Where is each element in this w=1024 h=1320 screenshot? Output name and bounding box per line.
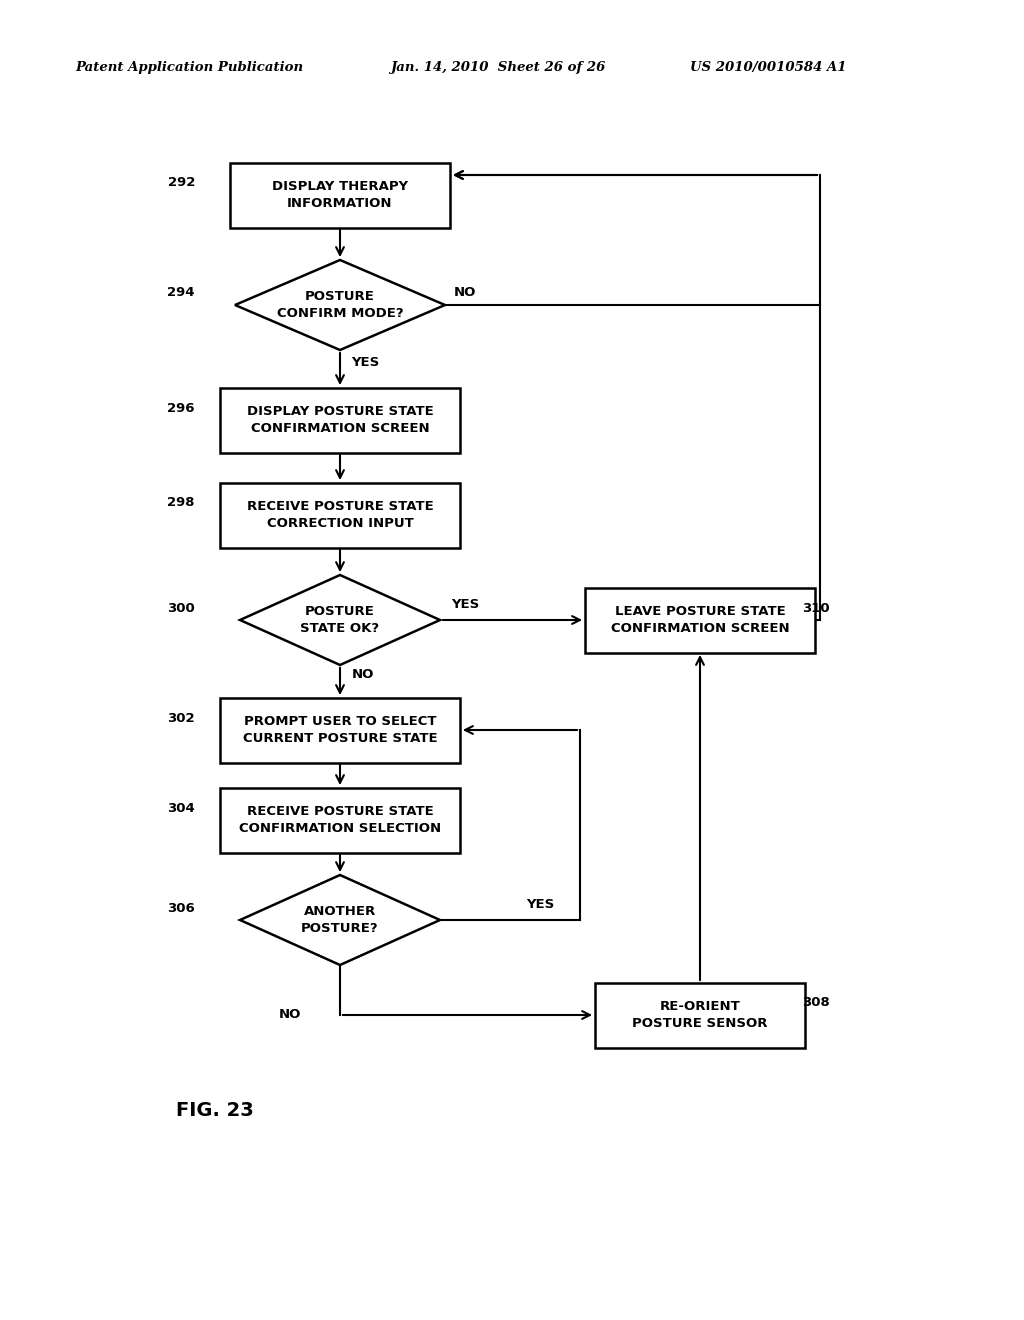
FancyBboxPatch shape (220, 788, 460, 853)
Text: 294: 294 (168, 286, 195, 300)
FancyBboxPatch shape (230, 162, 450, 227)
Text: ANOTHER
POSTURE?: ANOTHER POSTURE? (301, 906, 379, 935)
Text: 296: 296 (168, 401, 195, 414)
Polygon shape (240, 875, 440, 965)
Text: YES: YES (526, 899, 554, 912)
FancyBboxPatch shape (220, 388, 460, 453)
FancyBboxPatch shape (595, 982, 805, 1048)
Text: 302: 302 (167, 711, 195, 725)
Text: POSTURE
CONFIRM MODE?: POSTURE CONFIRM MODE? (276, 290, 403, 319)
Text: RE-ORIENT
POSTURE SENSOR: RE-ORIENT POSTURE SENSOR (632, 1001, 768, 1030)
Text: 310: 310 (803, 602, 830, 615)
FancyBboxPatch shape (220, 697, 460, 763)
Text: LEAVE POSTURE STATE
CONFIRMATION SCREEN: LEAVE POSTURE STATE CONFIRMATION SCREEN (610, 605, 790, 635)
Text: Patent Application Publication: Patent Application Publication (75, 62, 303, 74)
Polygon shape (240, 576, 440, 665)
Text: PROMPT USER TO SELECT
CURRENT POSTURE STATE: PROMPT USER TO SELECT CURRENT POSTURE ST… (243, 715, 437, 744)
Text: FIG. 23: FIG. 23 (176, 1101, 254, 1119)
Text: NO: NO (454, 286, 476, 300)
Text: POSTURE
STATE OK?: POSTURE STATE OK? (300, 605, 380, 635)
Polygon shape (234, 260, 445, 350)
Text: NO: NO (279, 1008, 301, 1022)
FancyBboxPatch shape (585, 587, 815, 652)
Text: RECEIVE POSTURE STATE
CONFIRMATION SELECTION: RECEIVE POSTURE STATE CONFIRMATION SELEC… (239, 805, 441, 836)
Text: 304: 304 (167, 801, 195, 814)
Text: 298: 298 (168, 496, 195, 510)
Text: 306: 306 (167, 902, 195, 915)
Text: NO: NO (352, 668, 374, 681)
Text: US 2010/0010584 A1: US 2010/0010584 A1 (690, 62, 847, 74)
Text: DISPLAY POSTURE STATE
CONFIRMATION SCREEN: DISPLAY POSTURE STATE CONFIRMATION SCREE… (247, 405, 433, 436)
Text: YES: YES (451, 598, 479, 611)
Text: DISPLAY THERAPY
INFORMATION: DISPLAY THERAPY INFORMATION (272, 180, 408, 210)
Text: Jan. 14, 2010  Sheet 26 of 26: Jan. 14, 2010 Sheet 26 of 26 (390, 62, 605, 74)
FancyBboxPatch shape (220, 483, 460, 548)
Text: RECEIVE POSTURE STATE
CORRECTION INPUT: RECEIVE POSTURE STATE CORRECTION INPUT (247, 500, 433, 531)
Text: YES: YES (351, 356, 379, 370)
Text: 292: 292 (168, 177, 195, 190)
Text: 308: 308 (802, 997, 830, 1010)
Text: 300: 300 (167, 602, 195, 615)
